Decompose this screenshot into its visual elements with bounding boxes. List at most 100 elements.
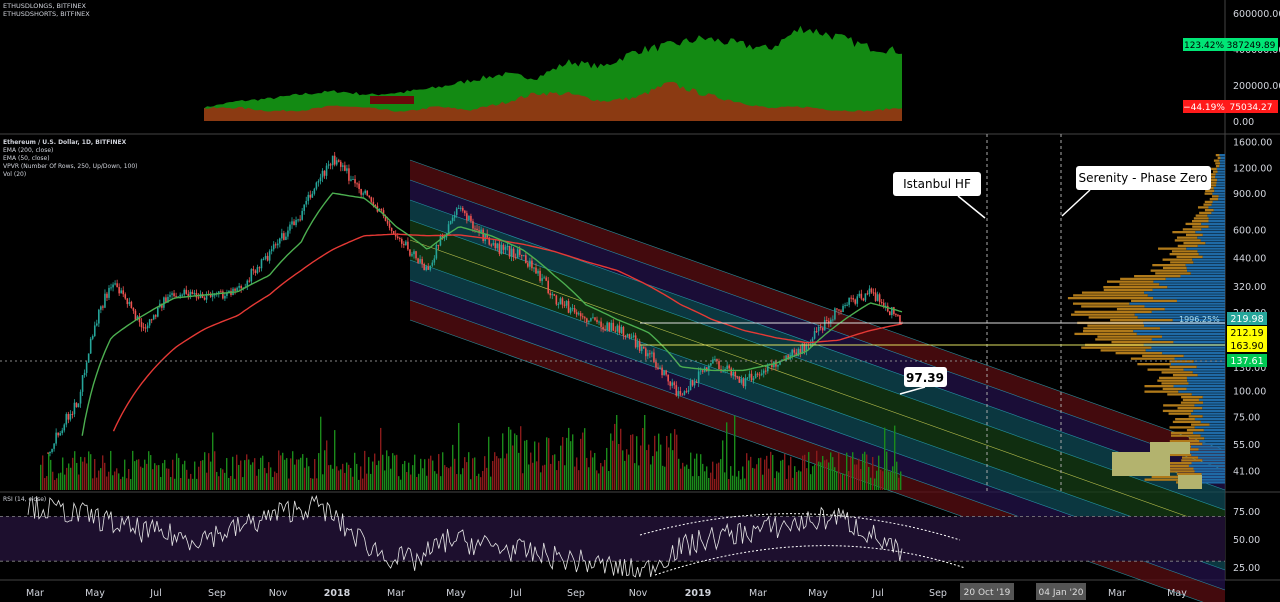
price-tag-137[interactable]: 137.61: [1227, 354, 1267, 367]
vpvr-down-row: [1103, 286, 1168, 289]
volume-bar: [246, 454, 248, 490]
volume-bar: [380, 427, 382, 490]
candle-body: [191, 291, 194, 295]
vpvr-down-row: [1151, 475, 1188, 479]
vpvr-down-row: [1144, 478, 1181, 481]
volume-bar: [318, 453, 320, 490]
volume-bar: [686, 464, 688, 490]
candle-body: [689, 380, 692, 391]
rsi-panel[interactable]: [0, 494, 1225, 578]
candle-body: [85, 362, 88, 373]
vpvr-down-row: [1074, 332, 1137, 336]
volume-bar: [200, 460, 202, 490]
volume-bar: [40, 464, 42, 490]
callout-istanbul[interactable]: Istanbul HF: [893, 172, 986, 219]
volume-bar: [268, 462, 270, 490]
volume-bar: [578, 470, 580, 490]
time-highlight-oct[interactable]: 20 Oct '19: [960, 583, 1014, 600]
volume-bar: [270, 467, 272, 490]
candle-body: [360, 188, 362, 195]
volume-bar: [296, 459, 298, 490]
candle-body: [222, 291, 224, 299]
volume-bar: [348, 464, 350, 490]
price-tag-219[interactable]: 219.98: [1227, 312, 1267, 325]
candle-body: [205, 293, 208, 300]
time-axis-tick: Mar: [1108, 588, 1126, 599]
volume-bar: [112, 475, 114, 490]
candle-body: [386, 220, 389, 224]
vpvr-down-row: [1177, 244, 1198, 248]
volume-bar: [132, 450, 134, 490]
candle-body: [858, 293, 861, 297]
price-series[interactable]: [47, 151, 903, 457]
candle-body: [817, 326, 820, 332]
candle-body: [557, 303, 560, 305]
candle-body: [234, 288, 236, 291]
candle-body: [494, 243, 497, 249]
vpvr-up-row: [1153, 297, 1225, 300]
vpvr-up-row: [1202, 407, 1225, 410]
channel-band-0: [410, 160, 1225, 470]
candle-body: [752, 378, 755, 381]
callout-price-97[interactable]: 97.39: [899, 367, 947, 395]
candle-body: [285, 236, 287, 240]
vpvr-up-row: [1212, 200, 1225, 204]
volume-bar: [850, 457, 852, 490]
candle-body: [685, 391, 688, 393]
volume-bar: [442, 452, 444, 490]
vpvr-up-row: [1219, 154, 1225, 157]
candle-body: [224, 295, 226, 299]
longs-shorts-panel[interactable]: [204, 25, 902, 121]
candle-body: [488, 237, 491, 245]
candle-body: [512, 248, 515, 258]
vpvr-up-row: [1193, 467, 1225, 470]
callout-serenity[interactable]: Serenity - Phase Zero: [1061, 166, 1211, 217]
vpvr-up-row: [1187, 475, 1225, 479]
price-axis-tick: 1600.00: [1233, 137, 1272, 148]
longs-tag[interactable]: 123.42% 387249.89: [1183, 38, 1278, 51]
candle-body: [368, 195, 371, 198]
candle-body: [549, 293, 552, 296]
candle-body: [616, 325, 619, 332]
ema50-line: [81, 192, 903, 436]
candle-body: [79, 391, 82, 404]
volume-bar: [556, 470, 558, 490]
volume-bar: [366, 473, 368, 490]
shorts-tag[interactable]: −44.19% 75034.27: [1183, 100, 1278, 113]
vpvr-up-row: [1204, 437, 1225, 440]
time-highlight-jan[interactable]: 04 Jan '20: [1036, 583, 1086, 600]
vpvr-down-row: [1176, 236, 1198, 239]
volume-bar: [116, 468, 118, 490]
volume-bar: [722, 440, 724, 490]
legend-shorts: ETHUSDSHORTS, BITFINEX: [3, 10, 90, 18]
channel-band-2: [410, 200, 1225, 510]
longs-tag-value: 387249.89: [1227, 41, 1276, 51]
volume-bar: [716, 463, 718, 490]
time-highlight-jan-text: 04 Jan '20: [1039, 588, 1084, 598]
volume-bar: [538, 442, 540, 490]
vpvr-up-row: [1197, 374, 1225, 377]
volume-bar: [152, 469, 154, 490]
candle-body: [506, 245, 509, 247]
price-tag-163[interactable]: 163.90: [1227, 339, 1267, 352]
candle-body: [464, 210, 466, 214]
volume-bar: [648, 444, 650, 490]
volume-bar: [352, 476, 354, 490]
candle-body: [634, 335, 637, 348]
vpvr-up-row: [1153, 280, 1225, 283]
volume-bar: [62, 457, 64, 490]
vpvr-up-row: [1215, 176, 1225, 179]
vpvr-up-row: [1164, 308, 1225, 311]
candle-body: [874, 292, 877, 301]
price-tag-212[interactable]: 212.19: [1227, 326, 1267, 339]
volume-bar: [326, 440, 328, 490]
vpvr-up-row: [1198, 398, 1225, 402]
vpvr-down-row: [1169, 426, 1195, 429]
volume-bar: [788, 465, 790, 490]
candle-body: [846, 304, 848, 306]
candle-body: [870, 288, 873, 293]
volume-bar: [464, 457, 466, 490]
volume-bar: [692, 476, 694, 490]
candle-body: [87, 353, 90, 363]
candle-body: [459, 207, 462, 209]
